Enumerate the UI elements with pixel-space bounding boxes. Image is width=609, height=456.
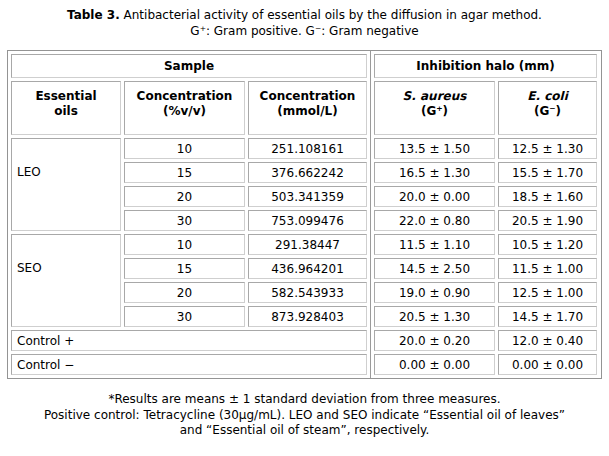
table-row: Control + [11, 330, 367, 351]
table-caption: Table 3. Antibacterial activity of essen… [0, 7, 609, 39]
header-line: oils [16, 104, 116, 119]
cell-halo-s-aureus: 22.0 ± 0.80 [374, 210, 495, 231]
header-concentration-mmol: Concentration (mmol/L) [248, 81, 367, 135]
cell-halo-e-coli: 10.5 ± 1.20 [498, 234, 597, 255]
cell-halo-e-coli: 0.00 ± 0.00 [498, 354, 597, 375]
cell-conc-vv: 30 [124, 306, 245, 327]
footnote-line-3: and “Essential oil of steam”, respective… [0, 423, 609, 439]
table-row: SEO 10 291.38447 [11, 234, 367, 255]
cell-halo-e-coli: 20.5 ± 1.90 [498, 210, 597, 231]
cell-halo-e-coli: 11.5 ± 1.00 [498, 258, 597, 279]
table-footnote: *Results are means ± 1 standard deviatio… [0, 392, 609, 439]
header-sample: Sample [11, 54, 367, 78]
header-concentration-vv: Concentration (%v/v) [124, 81, 245, 135]
header-line: Concentration [129, 89, 240, 104]
cell-halo-s-aureus: 11.5 ± 1.10 [374, 234, 495, 255]
header-line: Essential [16, 89, 116, 104]
table-row: S. aureus (G⁺) E. coli (G⁻) [374, 81, 597, 135]
table-row: 19.0 ± 0.90 12.5 ± 1.00 [374, 282, 597, 303]
cell-halo-s-aureus: 16.5 ± 1.30 [374, 162, 495, 183]
cell-halo-s-aureus: 14.5 ± 2.50 [374, 258, 495, 279]
cell-halo-e-coli: 18.5 ± 1.60 [498, 186, 597, 207]
cell-conc-mmol: 582.543933 [248, 282, 367, 303]
footnote-line-2: Positive control: Tetracycline (30µg/mL)… [0, 408, 609, 424]
table-row: 16.5 ± 1.30 15.5 ± 1.70 [374, 162, 597, 183]
table-row: LEO 10 251.108161 [11, 138, 367, 159]
table-row: Control − [11, 354, 367, 375]
cell-halo-s-aureus: 0.00 ± 0.00 [374, 354, 495, 375]
table-row: 11.5 ± 1.10 10.5 ± 1.20 [374, 234, 597, 255]
table-row: Sample [11, 54, 367, 78]
cell-conc-vv: 20 [124, 186, 245, 207]
table-row: 0.00 ± 0.00 0.00 ± 0.00 [374, 354, 597, 375]
cell-control-positive: Control + [11, 330, 367, 351]
header-s-aureus: S. aureus (G⁺) [374, 81, 495, 135]
table-row: 13.5 ± 1.50 12.5 ± 1.30 [374, 138, 597, 159]
cell-conc-vv: 30 [124, 210, 245, 231]
cell-halo-s-aureus: 20.5 ± 1.30 [374, 306, 495, 327]
cell-conc-vv: 10 [124, 138, 245, 159]
cell-conc-mmol: 753.099476 [248, 210, 367, 231]
cell-halo-e-coli: 12.5 ± 1.00 [498, 282, 597, 303]
cell-conc-vv: 10 [124, 234, 245, 255]
cell-halo-e-coli: 15.5 ± 1.70 [498, 162, 597, 183]
species-name: E. coli [503, 89, 592, 104]
gram-label: (G⁺) [379, 104, 490, 119]
table-row: Inhibition halo (mm) [374, 54, 597, 78]
cell-conc-vv: 20 [124, 282, 245, 303]
cell-conc-mmol: 436.964201 [248, 258, 367, 279]
cell-conc-mmol: 503.341359 [248, 186, 367, 207]
cell-halo-s-aureus: 20.0 ± 0.00 [374, 186, 495, 207]
footnote-line-1: *Results are means ± 1 standard deviatio… [0, 392, 609, 408]
cell-conc-mmol: 251.108161 [248, 138, 367, 159]
cell-halo-e-coli: 12.0 ± 0.40 [498, 330, 597, 351]
cell-halo-s-aureus: 13.5 ± 1.50 [374, 138, 495, 159]
header-line: (%v/v) [129, 104, 240, 119]
table-row: 20.0 ± 0.20 12.0 ± 0.40 [374, 330, 597, 351]
table-row: 20.5 ± 1.30 14.5 ± 1.70 [374, 306, 597, 327]
cell-conc-mmol: 291.38447 [248, 234, 367, 255]
header-inhibition-halo: Inhibition halo (mm) [374, 54, 597, 78]
caption-line-1: Table 3. Antibacterial activity of essen… [0, 7, 609, 23]
table-row: Essential oils Concentration (%v/v) Conc… [11, 81, 367, 135]
halo-table: Inhibition halo (mm) S. aureus (G⁺) E. c… [371, 51, 600, 378]
header-line: Concentration [253, 89, 362, 104]
cell-halo-s-aureus: 20.0 ± 0.20 [374, 330, 495, 351]
cell-halo-e-coli: 14.5 ± 1.70 [498, 306, 597, 327]
table-number: Table 3. [67, 8, 120, 22]
table-row: 22.0 ± 0.80 20.5 ± 1.90 [374, 210, 597, 231]
species-name: S. aureus [379, 89, 490, 104]
gram-label: (G⁻) [503, 104, 592, 119]
sample-table: Sample Essential oils Concentration (%v/… [8, 51, 370, 378]
table-row: 20.0 ± 0.00 18.5 ± 1.60 [374, 186, 597, 207]
cell-conc-mmol: 376.662242 [248, 162, 367, 183]
caption-line-2: G⁺: Gram positive. G⁻: Gram negative [0, 23, 609, 39]
header-essential-oils: Essential oils [11, 81, 121, 135]
page: Table 3. Antibacterial activity of essen… [0, 0, 609, 439]
cell-oil-seo: SEO [11, 234, 121, 327]
header-e-coli: E. coli (G⁻) [498, 81, 597, 135]
cell-control-negative: Control − [11, 354, 367, 375]
cell-halo-s-aureus: 19.0 ± 0.90 [374, 282, 495, 303]
table-row: 14.5 ± 2.50 11.5 ± 1.00 [374, 258, 597, 279]
data-table: Sample Essential oils Concentration (%v/… [7, 50, 602, 379]
cell-halo-e-coli: 12.5 ± 1.30 [498, 138, 597, 159]
cell-conc-vv: 15 [124, 258, 245, 279]
cell-oil-leo: LEO [11, 138, 121, 231]
cell-conc-vv: 15 [124, 162, 245, 183]
cell-conc-mmol: 873.928403 [248, 306, 367, 327]
caption-text: Antibacterial activity of essential oils… [120, 8, 542, 22]
header-line: (mmol/L) [253, 104, 362, 119]
